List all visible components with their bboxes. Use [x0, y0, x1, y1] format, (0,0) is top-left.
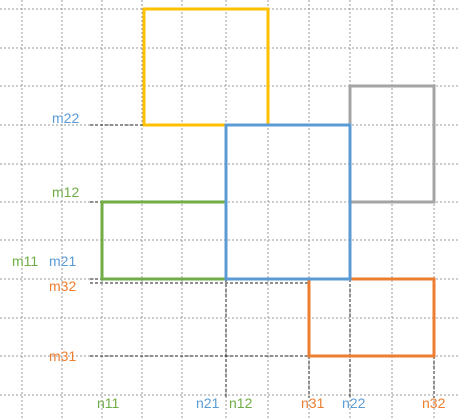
label-n12: n12: [229, 395, 253, 411]
label-m12: m12: [52, 184, 79, 200]
label-n21: n21: [196, 395, 220, 411]
label-n31: n31: [301, 395, 325, 411]
label-n32: n32: [422, 395, 446, 411]
label-m32: m32: [49, 278, 76, 294]
blue-rectangle: [224, 123, 352, 281]
label-n22: n22: [342, 395, 366, 411]
label-m22: m22: [52, 110, 79, 126]
orange-rectangle: [307, 277, 436, 358]
label-n11: n11: [97, 395, 120, 411]
guide-lines: [90, 124, 435, 398]
label-m11: m11: [12, 253, 38, 269]
label-m21: m21: [49, 253, 76, 269]
yellow-rectangle: [142, 7, 270, 127]
label-m31: m31: [49, 348, 76, 364]
